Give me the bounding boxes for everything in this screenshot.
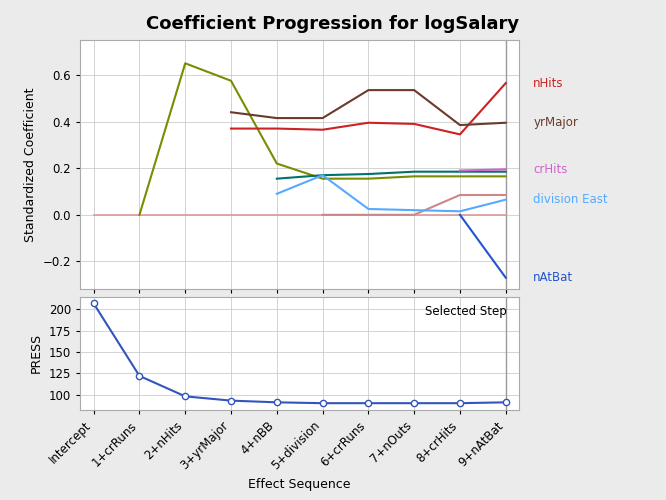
- Text: Coefficient Progression for logSalary: Coefficient Progression for logSalary: [147, 15, 519, 33]
- Text: nAtBat: nAtBat: [533, 271, 573, 284]
- Text: division East: division East: [533, 193, 608, 206]
- Text: yrMajor: yrMajor: [533, 116, 578, 129]
- X-axis label: Effect Sequence: Effect Sequence: [248, 478, 351, 491]
- Y-axis label: PRESS: PRESS: [30, 334, 43, 374]
- Text: Selected Step: Selected Step: [424, 304, 506, 318]
- Text: crHits: crHits: [533, 163, 567, 176]
- Y-axis label: Standardized Coefficient: Standardized Coefficient: [24, 88, 37, 242]
- Text: nHits: nHits: [533, 76, 563, 90]
